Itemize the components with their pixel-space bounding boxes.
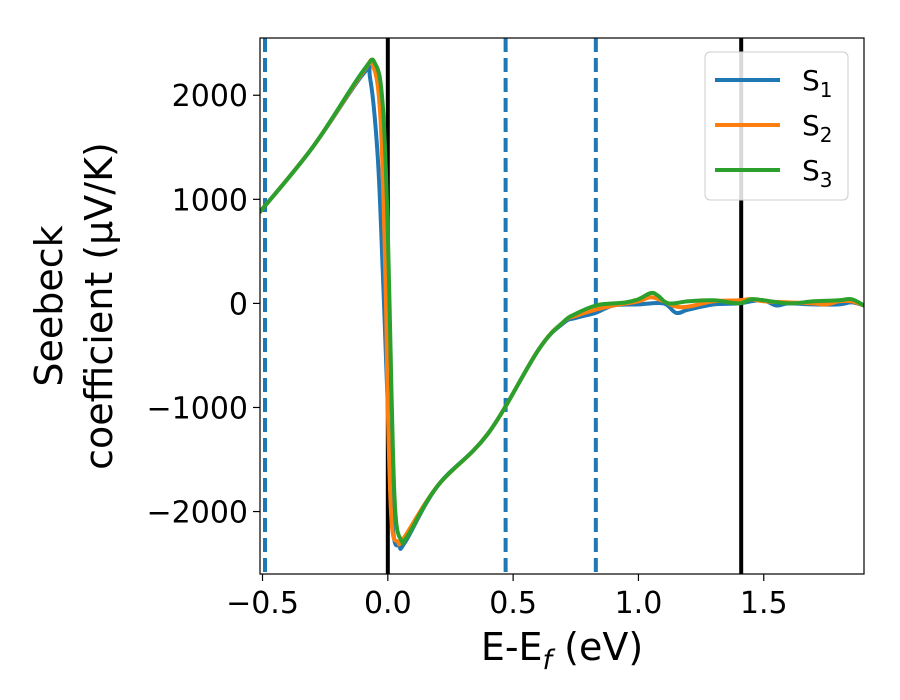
legend-label-s2: S2 — [802, 109, 833, 147]
x-tick-label: −0.5 — [226, 586, 299, 621]
legend-label-s1: S1 — [802, 64, 833, 102]
x-tick-label: 0.0 — [364, 586, 412, 621]
y-tick-label: −1000 — [147, 391, 248, 426]
y-axis-ticks: 2000 1000 0 −1000 −2000 — [147, 79, 260, 531]
series-lines — [260, 57, 864, 551]
y-tick-label: 1000 — [172, 183, 248, 218]
x-axis-title: E-Ef (eV) — [481, 625, 643, 676]
x-tick-label: 0.5 — [489, 586, 537, 621]
x-tick-label: 1.0 — [615, 586, 663, 621]
x-axis-ticks: −0.5 0.0 0.5 1.0 1.5 — [226, 574, 788, 621]
y-tick-label: 0 — [229, 287, 248, 322]
y-axis-title-line2: coefficient (μV/K) — [77, 142, 121, 470]
plot-frame — [259, 37, 865, 575]
series-line-s3 — [260, 57, 864, 546]
y-tick-label: −2000 — [147, 496, 248, 531]
legend: S1 S2 S3 — [704, 51, 849, 201]
y-axis-title-line1: Seebeck — [27, 225, 71, 386]
legend-label-s3: S3 — [802, 154, 833, 192]
x-tick-label: 1.5 — [740, 586, 788, 621]
y-tick-label: 2000 — [172, 79, 248, 114]
